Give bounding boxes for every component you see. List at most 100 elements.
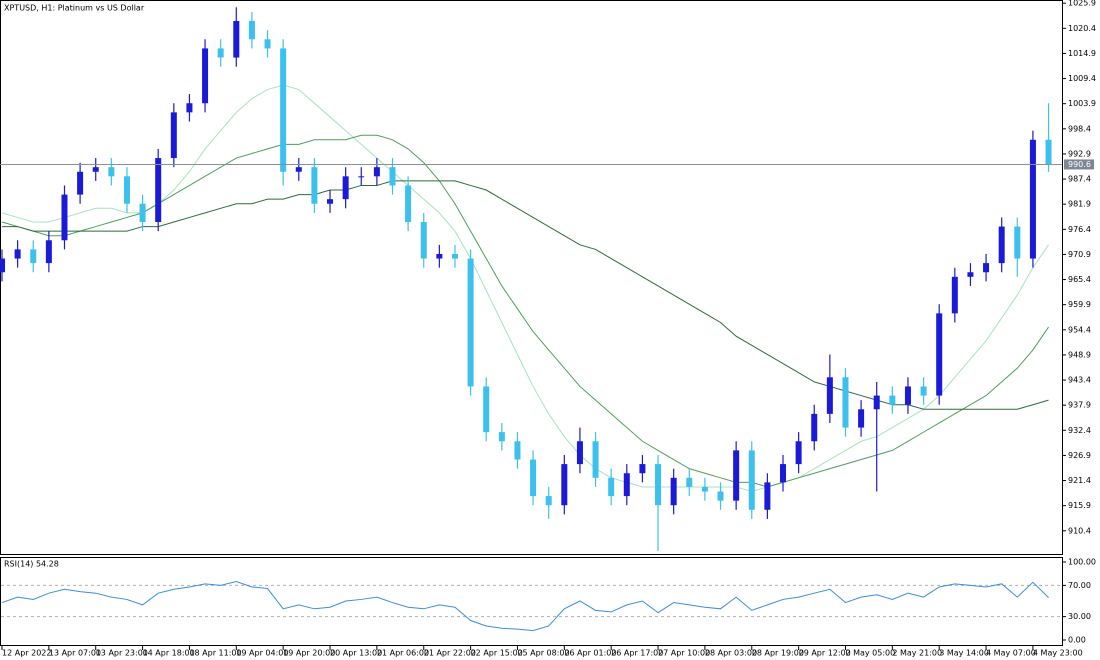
y-tick-label: 915.9 (1068, 501, 1091, 510)
y-tick-label: 1003.9 (1068, 99, 1096, 108)
x-tick-label: 13 Apr 23:00 (96, 649, 148, 658)
current-price-label: 990.6 (1068, 160, 1091, 169)
y-tick-label: 970.9 (1068, 250, 1091, 259)
candle-body (889, 395, 896, 405)
x-tick-label: 28 Apr 03:00 (705, 649, 757, 658)
candle-body (811, 413, 818, 442)
x-tick-label: 20 Apr 13:00 (330, 649, 382, 658)
candle-body (420, 222, 427, 259)
candle-body (217, 48, 224, 58)
y-tick-label: 926.9 (1068, 451, 1091, 460)
candle-body (717, 491, 724, 501)
y-tick-label: 998.4 (1068, 124, 1091, 133)
x-tick-label: 3 May 14:00 (939, 649, 989, 658)
x-tick-label: 4 May 23:00 (1033, 649, 1083, 658)
candle-body (358, 176, 365, 178)
candle-body (155, 158, 162, 222)
candle-body (0, 258, 5, 273)
x-tick-label: 2 May 21:00 (892, 649, 942, 658)
y-tick-label: 100.00 (1068, 557, 1096, 566)
candle-body (1014, 226, 1021, 259)
candle-body (858, 409, 865, 428)
candle-body (233, 21, 240, 58)
candle-body (373, 167, 380, 177)
candle-body (248, 21, 255, 40)
candle-body (748, 450, 755, 510)
candle-body (264, 39, 271, 49)
candle-body (170, 112, 177, 159)
candle-body (186, 103, 193, 113)
candle-body (389, 167, 396, 186)
candle-body (608, 477, 615, 497)
y-tick-label: 910.4 (1068, 526, 1091, 535)
candle-body (30, 249, 37, 264)
candle-body (61, 194, 68, 241)
y-tick-label: 932.4 (1068, 426, 1091, 435)
candle-body (639, 464, 646, 474)
candle-body (998, 226, 1005, 264)
y-tick-label: 976.4 (1068, 225, 1091, 234)
candle-body (123, 176, 130, 204)
y-tick-label: 959.9 (1068, 300, 1091, 309)
x-tick-label: 26 Apr 01:00 (564, 649, 616, 658)
y-tick-label: 981.9 (1068, 200, 1091, 209)
moving-average (1, 134, 1049, 488)
candle-body (764, 482, 771, 510)
candle-body (592, 441, 599, 478)
candle-body (545, 496, 552, 506)
main-panel (0, 0, 1063, 555)
candle-body (530, 459, 537, 497)
candle-body (77, 171, 84, 195)
candle-body (561, 464, 568, 506)
candle-body (514, 441, 521, 460)
candle-body (342, 176, 349, 200)
y-tick-label: 965.4 (1068, 275, 1091, 284)
candle-body (1029, 139, 1036, 259)
x-tick-label: 27 Apr 10:00 (658, 649, 710, 658)
candle-body (795, 441, 802, 465)
candle-body (967, 272, 974, 277)
candle-body (686, 477, 693, 487)
x-tick-label: 25 Apr 08:00 (517, 649, 569, 658)
moving-average (1, 84, 1049, 493)
candle-body (327, 199, 334, 204)
y-tick-label: 1020.4 (1068, 24, 1096, 33)
candle-body (45, 240, 52, 264)
y-tick-label: 954.4 (1068, 325, 1091, 334)
candle-body (311, 167, 318, 204)
candle-body (623, 473, 630, 497)
y-tick-label: 937.9 (1068, 401, 1091, 410)
y-tick-label: 992.9 (1068, 149, 1091, 158)
x-tick-label: 19 Apr 04:00 (236, 649, 288, 658)
candle-body (733, 450, 740, 501)
x-tick-label: 14 Apr 18:00 (143, 649, 195, 658)
candle-body (920, 386, 927, 396)
y-tick-label: 943.4 (1068, 376, 1091, 385)
x-tick-label: 12 Apr 2022 (2, 649, 51, 658)
candle-body (951, 276, 958, 314)
candle-body (936, 313, 943, 396)
candle-body (498, 432, 505, 442)
candle-body (873, 395, 880, 410)
current-price-box (1064, 159, 1094, 170)
y-tick-label: 70.00 (1068, 581, 1091, 590)
candle-body (483, 386, 490, 433)
rsi-title: RSI(14) 54.28 (4, 560, 59, 569)
y-tick-label: 30.00 (1068, 612, 1091, 621)
x-tick-label: 13 Apr 07:00 (49, 649, 101, 658)
x-tick-label: 2 May 05:00 (845, 649, 895, 658)
y-tick-label: 921.4 (1068, 476, 1091, 485)
candle-body (1045, 139, 1052, 165)
candle-body (202, 48, 209, 104)
y-tick-label: 0.00 (1068, 636, 1086, 645)
candle-body (701, 486, 708, 492)
candle-body (405, 185, 412, 222)
rsi-line (1, 580, 1049, 632)
candle-body (826, 377, 833, 414)
x-tick-label: 19 Apr 20:00 (283, 649, 335, 658)
y-tick-label: 1009.4 (1068, 74, 1096, 83)
candle-body (280, 48, 287, 172)
candle-body (467, 258, 474, 387)
candle-body (655, 464, 662, 506)
